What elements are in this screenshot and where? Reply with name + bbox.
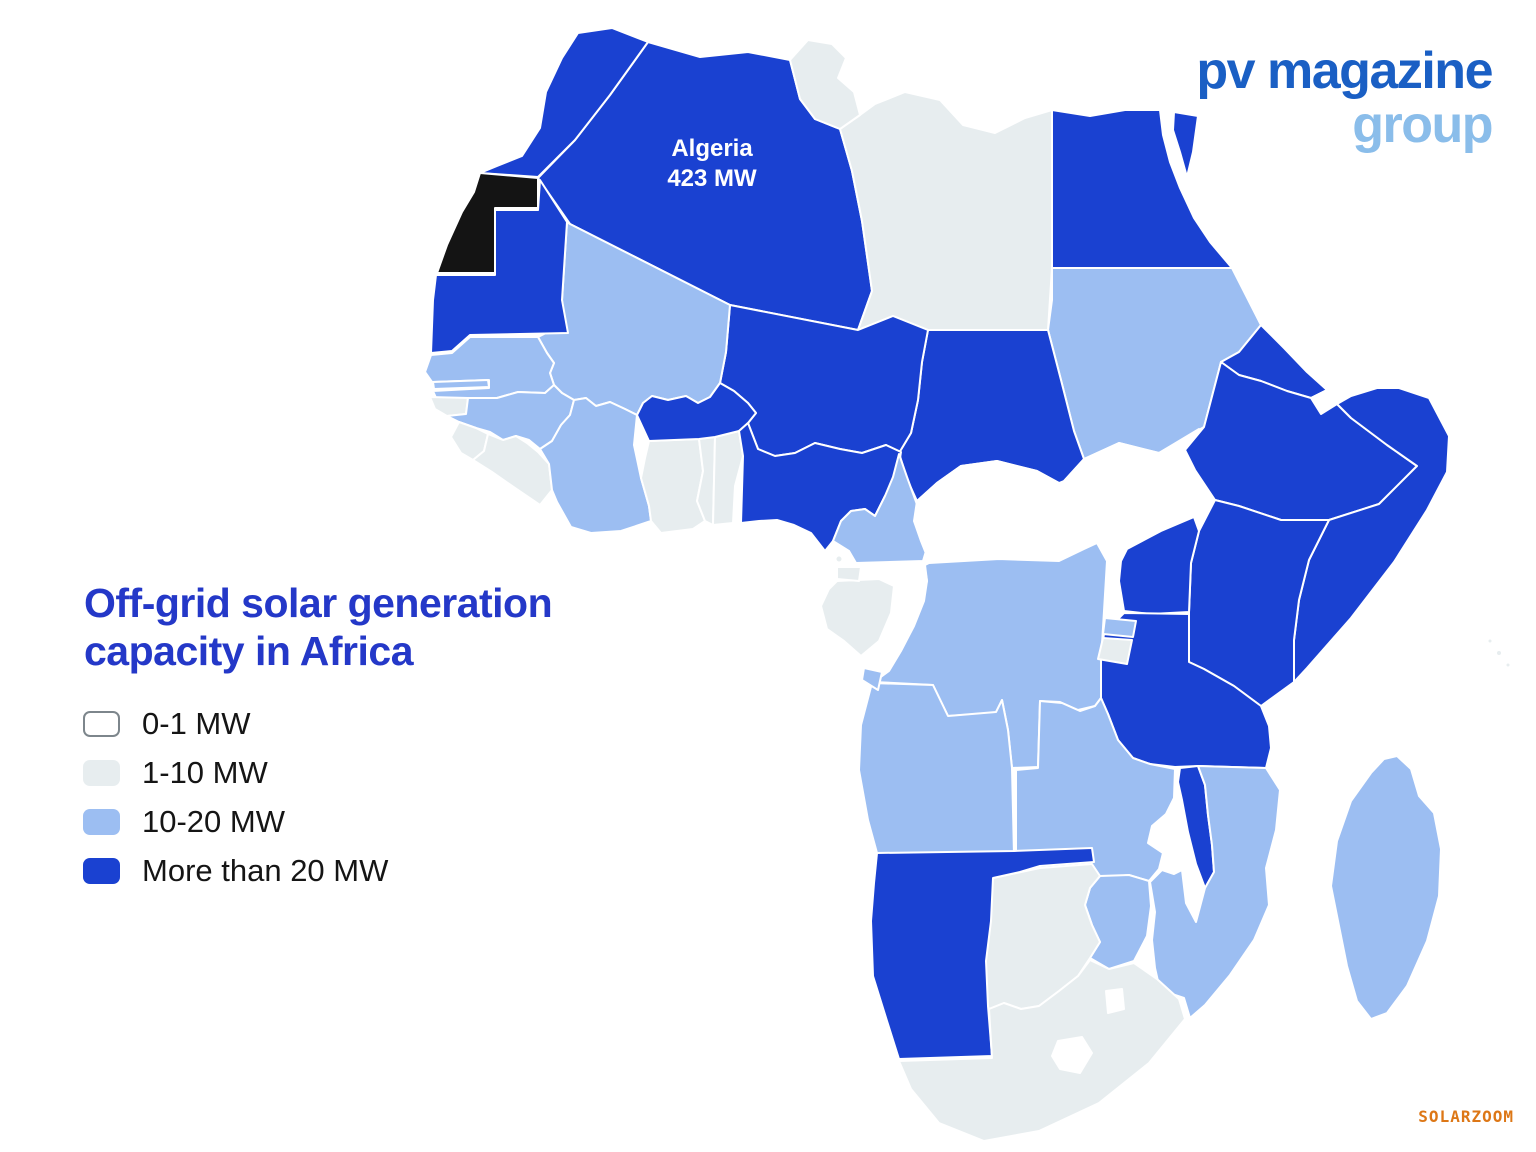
legend-item-0-1-mw: 0-1 MW: [83, 706, 388, 741]
logo-group: group: [1352, 95, 1493, 154]
country-equatorial-guinea: [836, 566, 862, 582]
country-burkina-faso: [636, 382, 757, 442]
country-lesotho: [1051, 1036, 1093, 1074]
pv-magazine-group-logo: pv magazine group: [1196, 42, 1493, 154]
country-angola: [858, 682, 1015, 856]
island-cape-verde: [342, 346, 350, 354]
country-tunisia: [789, 39, 861, 130]
country-shapes: [302, 27, 1512, 1142]
page-title-line1: Off-grid solar generation: [84, 580, 553, 626]
country-namibia: [870, 847, 1095, 1060]
country-mauritania: [430, 179, 569, 354]
solarzoom-watermark: SOLARZOOM: [1418, 1107, 1514, 1126]
map-annotation-country: Algeria: [671, 135, 753, 162]
island-principe: [790, 574, 796, 580]
country-angola-cabinda: [861, 667, 883, 691]
logo-pv-magazine: pv magazine: [1196, 42, 1493, 100]
country-rwanda: [1102, 617, 1137, 638]
map-annotation-value: 423 MW: [667, 165, 757, 192]
country-drc: [873, 542, 1108, 769]
country-uganda: [1118, 516, 1200, 615]
island-cape-verde: [329, 349, 335, 355]
island-cape-verde: [346, 359, 352, 365]
country-gabon: [820, 578, 895, 657]
legend-label-more-than-20-mw: More than 20 MW: [142, 852, 389, 888]
legend-item-more-than-20-mw: More than 20 MW: [83, 853, 388, 888]
cape-verde-islands: [302, 336, 352, 386]
country-liberia: [472, 433, 553, 506]
country-burundi: [1097, 637, 1133, 665]
legend-swatch-1-10-mw: [83, 759, 120, 786]
island-comoros: [1504, 661, 1512, 669]
country-mozambique: [1149, 765, 1281, 1019]
legend-swatch-10-20-mw: [83, 808, 120, 835]
island-cape-verde: [302, 336, 312, 346]
country-cote-divoire: [539, 397, 652, 534]
island-cape-verde: [333, 374, 343, 384]
legend-swatch-more-than-20-mw: [83, 857, 120, 884]
country-gambia: [432, 379, 490, 390]
country-guinea-bissau: [429, 396, 469, 417]
map-annotation: Algeria 423 MW: [667, 135, 757, 192]
country-libya: [839, 91, 1053, 331]
comoros-islands: [1486, 637, 1512, 669]
legend-label-0-1-mw: 0-1 MW: [142, 705, 251, 741]
gulf-of-guinea-islands: [777, 554, 844, 601]
island-cape-verde: [305, 375, 313, 383]
legend-item-10-20-mw: 10-20 MW: [83, 804, 388, 839]
country-eswatini: [1105, 988, 1125, 1014]
country-western-sahara: [436, 172, 539, 274]
page-title-line2: capacity in Africa: [84, 627, 414, 674]
island-cape-verde: [315, 343, 323, 351]
legend-item-1-10-mw: 1-10 MW: [83, 755, 388, 790]
country-somalia: [1293, 387, 1450, 683]
legend-swatch-0-1-mw: [83, 710, 120, 737]
country-madagascar: [1330, 755, 1442, 1020]
country-ghana: [640, 438, 706, 534]
island-sao-tome: [777, 593, 785, 601]
island-comoros: [1486, 637, 1494, 645]
island-cape-verde: [319, 378, 327, 386]
legend: 0-1 MW 1-10 MW 10-20 MW More than 20 MW: [83, 706, 388, 906]
country-zimbabwe: [1084, 874, 1152, 970]
country-egypt-sinai: [1172, 111, 1199, 178]
legend-label-10-20-mw: 10-20 MW: [142, 803, 285, 839]
island-bioko: [834, 554, 844, 564]
legend-label-1-10-mw: 1-10 MW: [142, 754, 268, 790]
country-benin: [712, 430, 744, 526]
island-comoros: [1495, 649, 1503, 657]
page-title: Off-grid solar generation capacity in Af…: [84, 580, 704, 675]
